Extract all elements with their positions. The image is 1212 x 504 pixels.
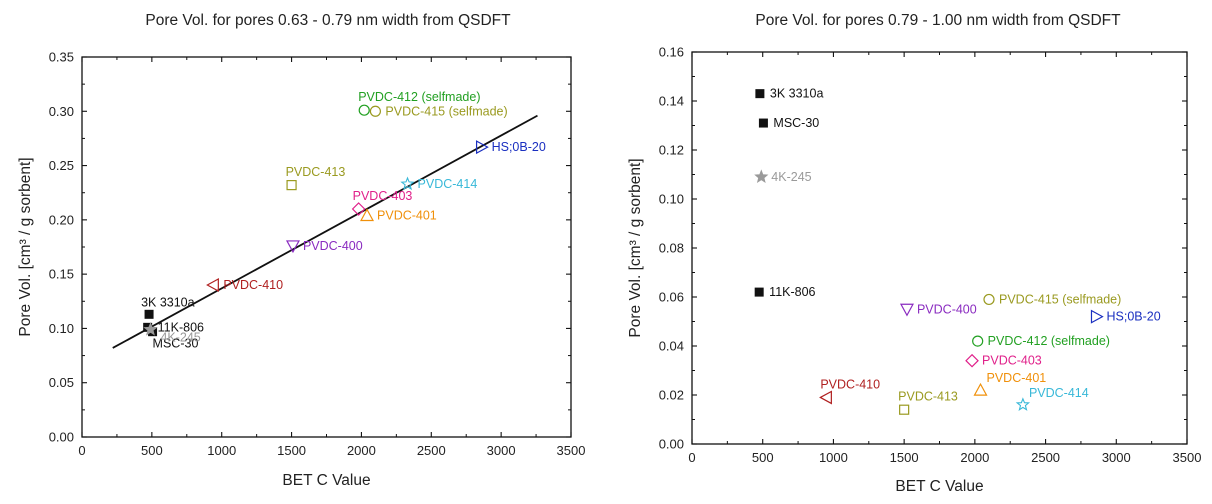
x-tick-label: 1500: [890, 450, 919, 465]
point-pvdc-410: [206, 277, 219, 293]
point-label-pvdc-400: PVDC-400: [303, 239, 363, 253]
x-tick-label: 1000: [819, 450, 848, 465]
point-label-pvdc-403: PVDC-403: [353, 189, 413, 203]
chart-title: Pore Vol. for pores 0.63 - 0.79 nm width…: [145, 12, 511, 29]
point-pvdc-410: [819, 390, 832, 405]
point-label-4k-245: 4K-245: [771, 170, 811, 184]
point-label-pvdc-415-selfmade: PVDC-415 (selfmade): [999, 292, 1121, 306]
point-pvdc-412-selfmade: [972, 335, 984, 347]
point-label-pvdc-413: PVDC-413: [286, 165, 346, 179]
y-tick-label: 0.08: [659, 241, 684, 256]
y-tick-label: 0.10: [49, 321, 74, 336]
y-tick-label: 0.30: [49, 104, 74, 119]
point-label-pvdc-412-selfmade: PVDC-412 (selfmade): [988, 334, 1110, 348]
y-tick-label: 0.12: [659, 143, 684, 158]
point-3k-3310a: [755, 89, 765, 99]
point-label-msc-30: MSC-30: [773, 116, 819, 130]
point-pvdc-412-selfmade: [358, 104, 370, 116]
x-tick-label: 2500: [1031, 450, 1060, 465]
point-msc-30: [758, 118, 768, 128]
point-pvdc-414: [400, 176, 415, 191]
point-4k-245: [754, 169, 769, 184]
point-label-pvdc-414: PVDC-414: [418, 177, 478, 191]
y-tick-label: 0.20: [49, 212, 74, 227]
trend-line: [112, 114, 538, 349]
x-tick-label: 3000: [487, 443, 516, 458]
y-tick-label: 0.06: [659, 290, 684, 305]
point-label-pvdc-403: PVDC-403: [982, 354, 1042, 368]
point-pvdc-413: [286, 180, 297, 191]
y-tick-label: 0.05: [49, 375, 74, 390]
point-pvdc-414: [1015, 397, 1031, 411]
y-tick-label: 0.10: [659, 192, 684, 207]
x-tick-label: 0: [688, 450, 695, 465]
y-axis-title: Pore Vol. [cm³ / g sorbent]: [17, 157, 34, 336]
point-4k-245: [143, 322, 158, 336]
y-axis-title: Pore Vol. [cm³ / g sorbent]: [627, 158, 644, 337]
chart-1: Pore Vol. for pores 0.63 - 0.79 nm width…: [17, 12, 585, 489]
x-tick-label: 500: [141, 443, 163, 458]
point-label-pvdc-400: PVDC-400: [917, 302, 977, 316]
point-pvdc-415-selfmade: [369, 105, 381, 117]
point-hs-0b-20: [1090, 309, 1104, 324]
point-label-pvdc-413: PVDC-413: [898, 390, 958, 404]
point-label-hs-0b-20: HS;0B-20: [492, 140, 546, 154]
x-tick-label: 2500: [417, 443, 446, 458]
point-label-hs-0b-20: HS;0B-20: [1106, 310, 1160, 324]
x-tick-label: 2000: [347, 443, 376, 458]
point-11k-806: [754, 287, 764, 297]
x-tick-label: 500: [752, 450, 774, 465]
point-label-3k-3310a: 3K 3310a: [141, 295, 195, 309]
y-tick-label: 0.00: [659, 437, 684, 452]
point-pvdc-403: [965, 353, 979, 368]
point-label-11k-806: 11K-806: [769, 285, 815, 299]
point-label-pvdc-410: PVDC-410: [820, 377, 880, 391]
y-tick-label: 0.35: [49, 50, 74, 65]
x-tick-label: 3000: [1102, 450, 1131, 465]
x-tick-label: 3500: [557, 443, 586, 458]
y-tick-label: 0.15: [49, 267, 74, 282]
point-label-3k-3310a: 3K 3310a: [770, 87, 824, 101]
y-tick-label: 0.00: [49, 430, 74, 445]
point-label-pvdc-401: PVDC-401: [377, 209, 437, 223]
point-pvdc-401: [973, 382, 988, 396]
point-label-msc-30: MSC-30: [153, 337, 199, 351]
point-pvdc-403: [351, 202, 366, 216]
point-label-4k-245: 4K-245: [160, 331, 200, 345]
point-label-pvdc-410: PVDC-410: [223, 278, 283, 292]
point-pvdc-400: [899, 303, 914, 317]
chart-title: Pore Vol. for pores 0.79 - 1.00 nm width…: [755, 12, 1121, 29]
plot-frame: [691, 51, 1188, 445]
point-3k-3310a: [144, 309, 154, 319]
point-label-pvdc-412-selfmade: PVDC-412 (selfmade): [358, 90, 480, 104]
y-tick-label: 0.16: [659, 45, 684, 60]
y-tick-label: 0.02: [659, 388, 684, 403]
x-axis-title: BET C Value: [282, 472, 370, 489]
point-label-11k-806: 11K-806: [158, 320, 204, 334]
point-pvdc-401: [360, 208, 375, 222]
point-label-pvdc-415-selfmade: PVDC-415 (selfmade): [385, 104, 507, 118]
y-tick-label: 0.25: [49, 158, 74, 173]
x-tick-label: 2000: [960, 450, 989, 465]
point-pvdc-400: [285, 240, 300, 254]
x-tick-label: 1500: [277, 443, 306, 458]
x-axis-title: BET C Value: [895, 478, 983, 495]
y-tick-label: 0.04: [659, 339, 684, 354]
chart-2: Pore Vol. for pores 0.79 - 1.00 nm width…: [627, 12, 1201, 495]
point-label-pvdc-401: PVDC-401: [987, 371, 1047, 385]
x-tick-label: 1000: [207, 443, 236, 458]
point-label-pvdc-414: PVDC-414: [1029, 386, 1089, 400]
point-pvdc-415-selfmade: [983, 293, 995, 306]
point-hs-0b-20: [475, 140, 489, 155]
y-tick-label: 0.14: [659, 94, 684, 109]
x-tick-label: 3500: [1173, 450, 1202, 465]
x-tick-label: 0: [78, 443, 85, 458]
point-pvdc-413: [899, 404, 910, 415]
